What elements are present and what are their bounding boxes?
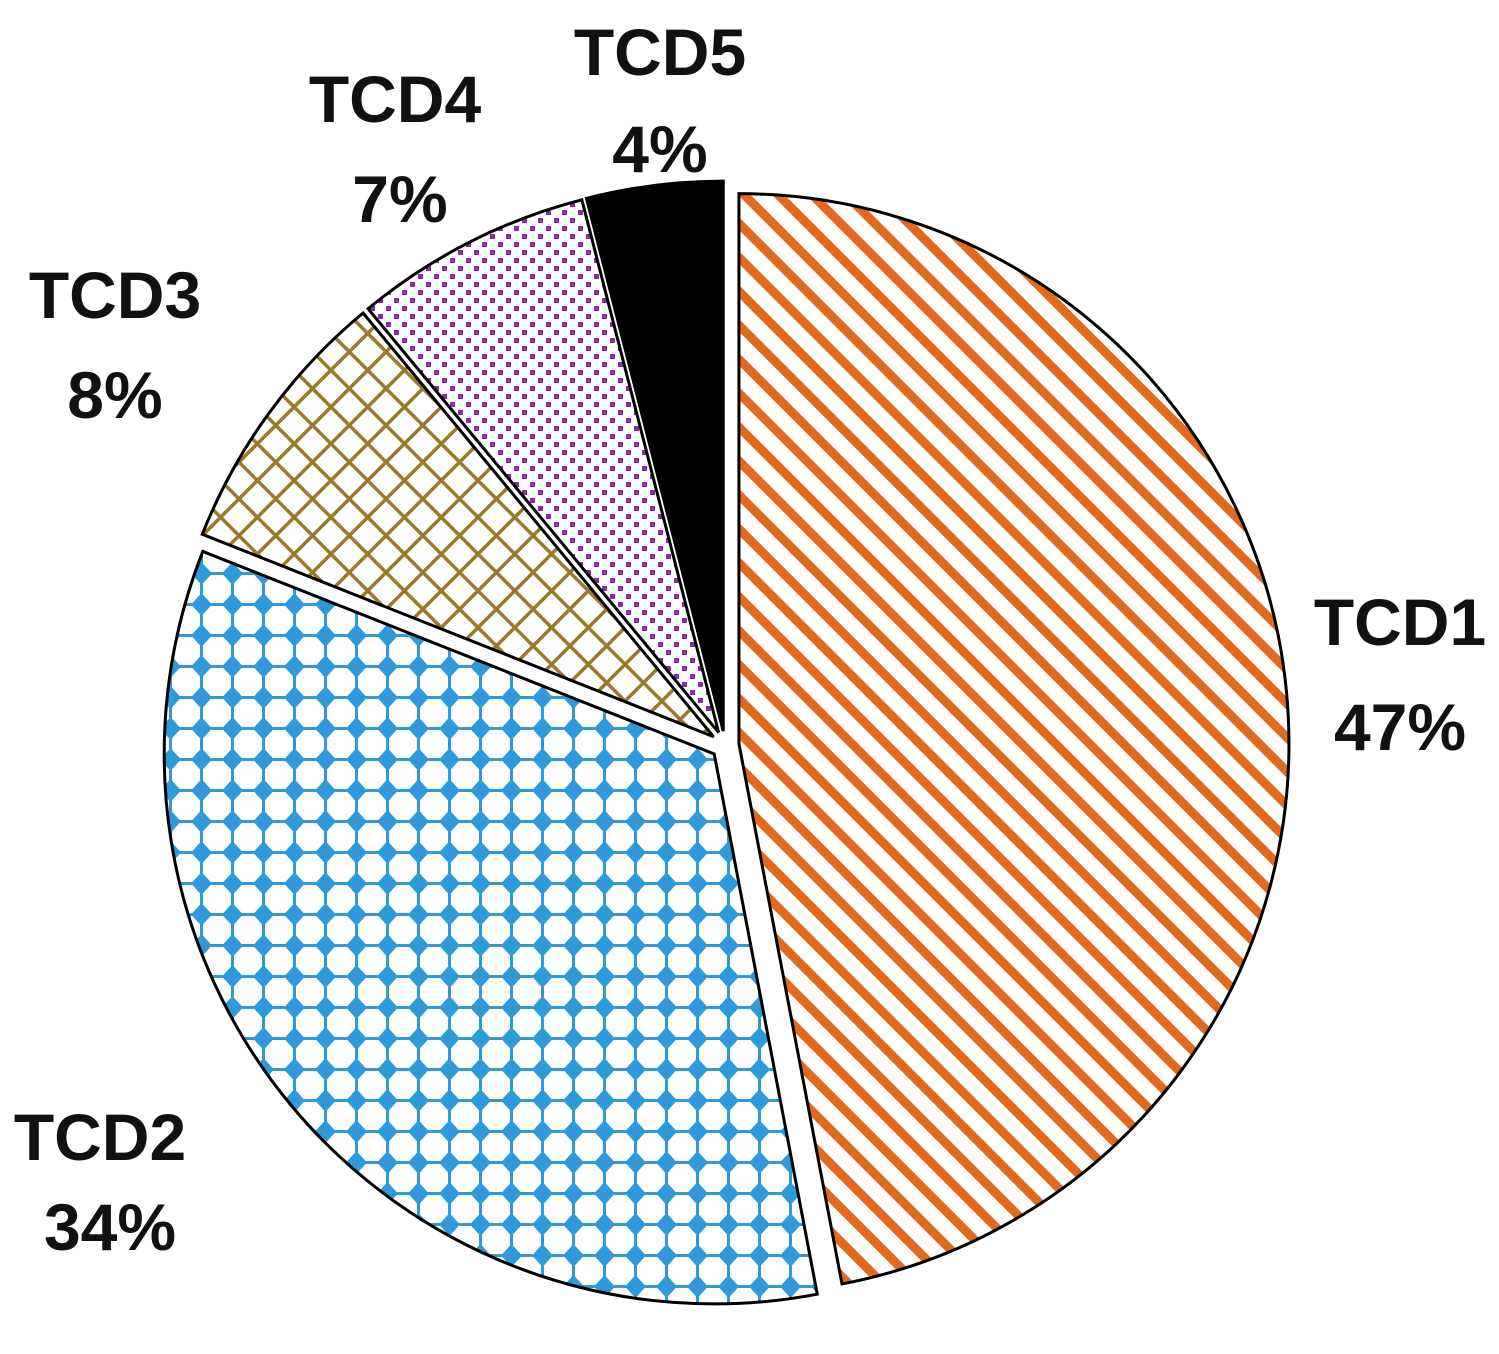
slice-label-tcd1-value: 47% — [1334, 690, 1466, 764]
pie-slice-tcd5 — [584, 179, 725, 732]
pie-slice-tcd1 — [737, 192, 1291, 1286]
slice-label-tcd3-name: TCD3 — [29, 258, 201, 332]
slice-label-tcd2-value: 34% — [44, 1190, 176, 1264]
pie-slice-tcd2 — [162, 549, 820, 1306]
slice-label-tcd4-name: TCD4 — [309, 62, 482, 136]
slice-label-tcd4-value: 7% — [352, 162, 447, 236]
slice-label-tcd2-name: TCD2 — [14, 1100, 186, 1174]
slice-label-tcd3-value: 8% — [67, 358, 162, 432]
pie-slice-tcd3 — [200, 310, 715, 739]
pie-slice-tcd4 — [365, 197, 721, 734]
slice-label-tcd1-name: TCD1 — [1314, 585, 1486, 659]
slice-label-tcd5-value: 4% — [612, 112, 707, 186]
slice-label-tcd5-name: TCD5 — [574, 15, 746, 89]
pie-slices — [162, 179, 1291, 1306]
